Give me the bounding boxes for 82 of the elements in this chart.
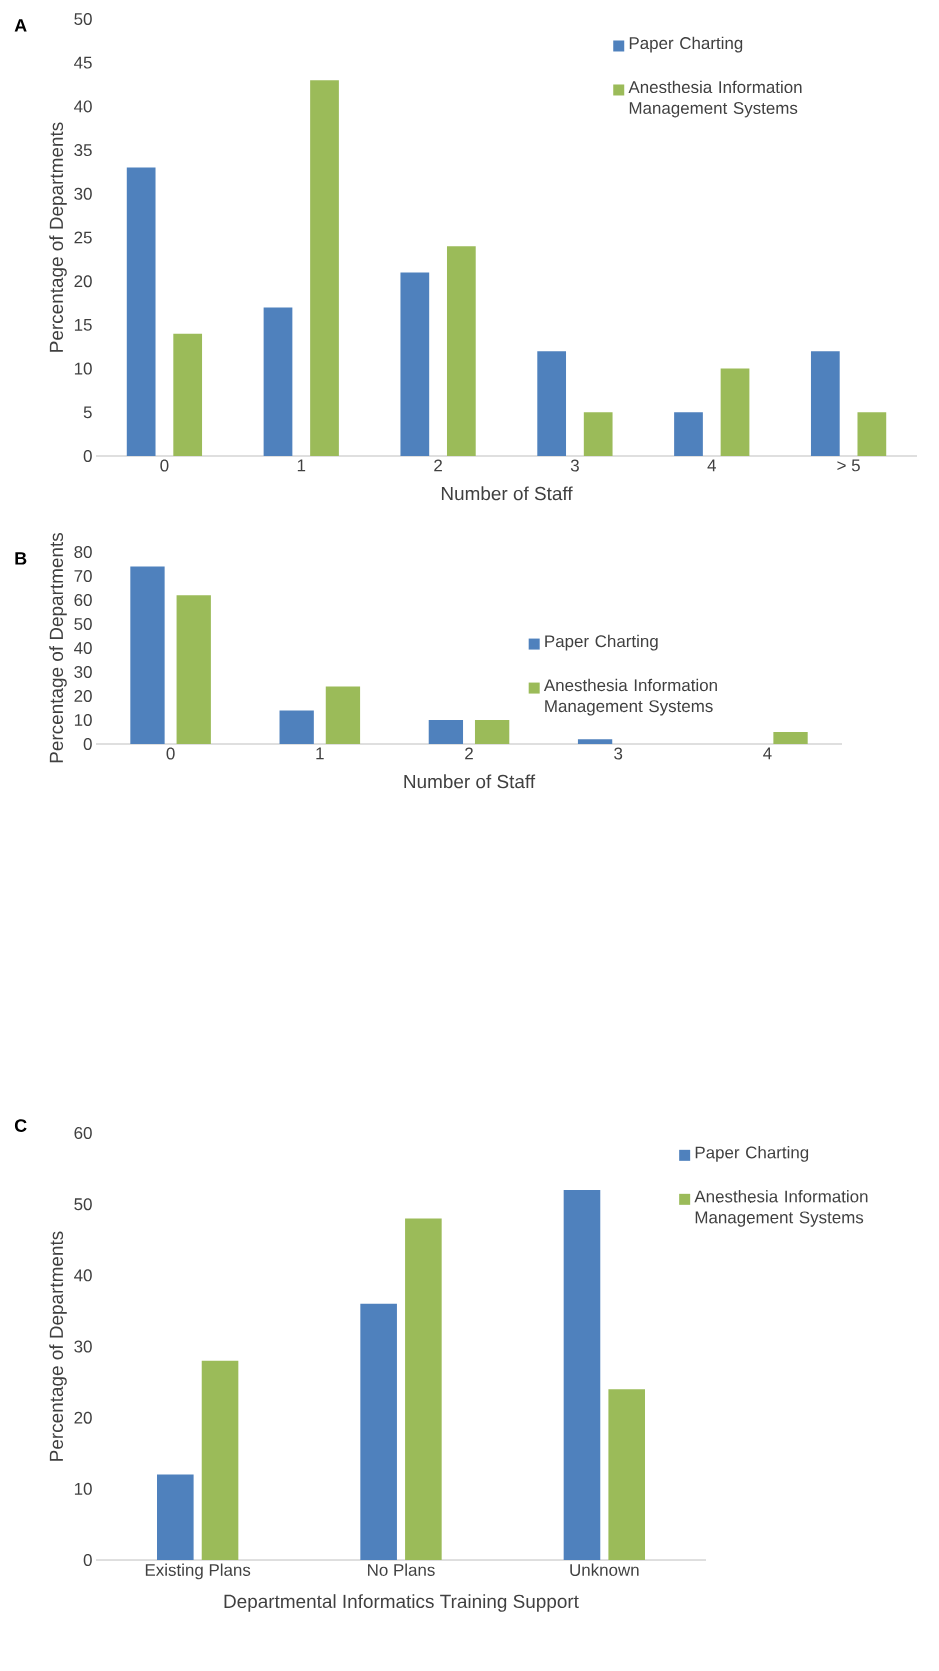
bar — [176, 595, 211, 745]
y-tick-label: 5 — [83, 406, 92, 419]
y-tick-label: 30 — [74, 1340, 92, 1353]
bar — [201, 1360, 239, 1561]
y-tick-label: 40 — [74, 642, 92, 655]
x-tick-label: 1 — [297, 459, 306, 472]
y-tick-label: 45 — [74, 56, 92, 69]
y-tick-label: 10 — [74, 1482, 92, 1495]
chart-title: B — [15, 552, 27, 565]
bar — [157, 1474, 194, 1561]
y-tick-label: 0 — [83, 450, 92, 463]
x-tick-label: 1 — [316, 747, 324, 760]
bar — [446, 246, 476, 457]
y-tick-label: 0 — [83, 1554, 92, 1567]
bar — [720, 368, 750, 457]
x-tick-label: 0 — [166, 747, 175, 760]
x-axis-title: Departmental Informatics Training Support — [224, 1594, 579, 1612]
y-tick-label: 40 — [74, 100, 92, 113]
y-tick-label: 50 — [74, 13, 92, 25]
bar — [583, 412, 613, 457]
bar — [608, 1389, 646, 1561]
y-tick-label: 50 — [74, 1198, 92, 1211]
y-tick-label: 20 — [74, 275, 92, 288]
bar — [674, 412, 703, 457]
bar — [474, 720, 510, 745]
y-tick-label: 30 — [74, 187, 92, 200]
y-tick-label: 60 — [74, 594, 92, 607]
x-tick-label: 0 — [160, 459, 169, 472]
y-tick-label: 20 — [74, 690, 92, 703]
bar — [279, 710, 314, 745]
bar — [173, 333, 203, 457]
y-tick-label: 60 — [74, 1127, 92, 1140]
bar — [773, 732, 808, 745]
chart-title: A — [14, 19, 27, 32]
bar — [857, 412, 887, 457]
bar — [810, 351, 840, 457]
y-tick-label: 40 — [74, 1269, 92, 1282]
x-tick-label: 3 — [570, 459, 579, 472]
x-axis-title: Number of Staff — [441, 486, 573, 501]
bar — [360, 1303, 397, 1561]
y-tick-label: 80 — [74, 546, 92, 559]
y-tick-label: 50 — [74, 618, 92, 631]
y-tick-label: 30 — [74, 666, 92, 679]
x-tick-label: 4 — [707, 459, 716, 472]
legend-label: Paper Charting — [695, 1146, 809, 1162]
legend-label: Anesthesia Information Management Systems — [694, 1190, 868, 1227]
x-tick-label: No Plans — [368, 1563, 435, 1576]
bar — [325, 686, 361, 745]
y-axis-title: Percentage of Departments — [49, 532, 67, 763]
legend-label: Anesthesia Information Management Systems — [628, 80, 802, 118]
y-tick-label: 20 — [74, 1411, 92, 1424]
y-tick-label: 35 — [74, 144, 92, 157]
y-axis-title: Percentage of Departments — [49, 122, 67, 352]
bar — [577, 739, 613, 745]
x-tick-label: 2 — [465, 747, 473, 760]
x-tick-label: Unknown — [570, 1563, 639, 1576]
bar — [130, 566, 165, 745]
y-tick-label: 10 — [74, 362, 92, 375]
x-tick-label: 4 — [763, 747, 772, 760]
y-tick-label: 25 — [74, 231, 92, 244]
y-axis-title: Percentage of Departments — [49, 1231, 67, 1461]
bar — [400, 272, 430, 457]
legend-label: Paper Charting — [545, 634, 658, 651]
y-tick-label: 15 — [74, 318, 92, 331]
x-tick-label: > 5 — [837, 459, 860, 472]
bar — [537, 351, 567, 457]
y-tick-label: 0 — [83, 738, 92, 751]
x-axis-title: Number of Staff — [404, 774, 536, 789]
bar — [263, 307, 293, 457]
chart-title: C — [14, 1119, 27, 1132]
y-tick-label: 70 — [74, 570, 92, 583]
legend-label: Paper Charting — [629, 36, 743, 53]
bar — [310, 80, 339, 457]
bar — [563, 1189, 601, 1561]
bar — [428, 720, 464, 745]
y-tick-label: 10 — [74, 714, 92, 727]
x-tick-label: 3 — [614, 747, 623, 760]
bar — [405, 1218, 442, 1561]
bar — [126, 167, 156, 457]
x-tick-label: 2 — [434, 459, 442, 472]
x-tick-label: Existing Plans — [145, 1563, 251, 1580]
legend-label: Anesthesia Information Management Systems — [543, 678, 717, 716]
